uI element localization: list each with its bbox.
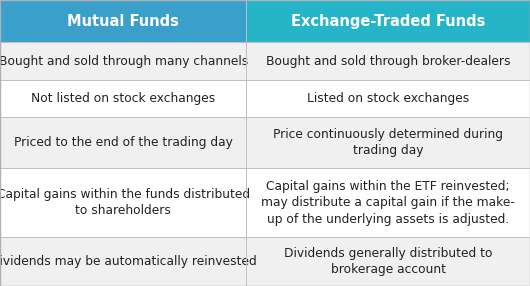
Bar [246, 80, 530, 117]
Text: Listed on stock exchanges: Listed on stock exchanges [307, 92, 470, 105]
Bar [0, 168, 246, 237]
Text: Bought and sold through broker-dealers: Bought and sold through broker-dealers [266, 55, 510, 67]
Text: Dividends may be automatically reinvested: Dividends may be automatically reinveste… [0, 255, 257, 268]
Text: Priced to the end of the trading day: Priced to the end of the trading day [14, 136, 233, 149]
Text: Price continuously determined during
trading day: Price continuously determined during tra… [273, 128, 503, 157]
Text: Capital gains within the ETF reinvested;
may distribute a capital gain if the ma: Capital gains within the ETF reinvested;… [261, 180, 515, 226]
Bar [246, 0, 530, 42]
Bar [246, 117, 530, 168]
Text: Capital gains within the funds distributed
to shareholders: Capital gains within the funds distribut… [0, 188, 250, 217]
Bar [0, 0, 246, 42]
Text: Exchange-Traded Funds: Exchange-Traded Funds [291, 14, 485, 29]
Bar [0, 80, 246, 117]
Bar [246, 42, 530, 80]
Text: Not listed on stock exchanges: Not listed on stock exchanges [31, 92, 215, 105]
Bar [246, 168, 530, 237]
Bar [246, 237, 530, 286]
Text: Bought and sold through many channels: Bought and sold through many channels [0, 55, 248, 67]
Bar [0, 117, 246, 168]
Bar [0, 42, 246, 80]
Text: Mutual Funds: Mutual Funds [67, 14, 179, 29]
Bar [0, 237, 246, 286]
Text: Dividends generally distributed to
brokerage account: Dividends generally distributed to broke… [284, 247, 492, 276]
